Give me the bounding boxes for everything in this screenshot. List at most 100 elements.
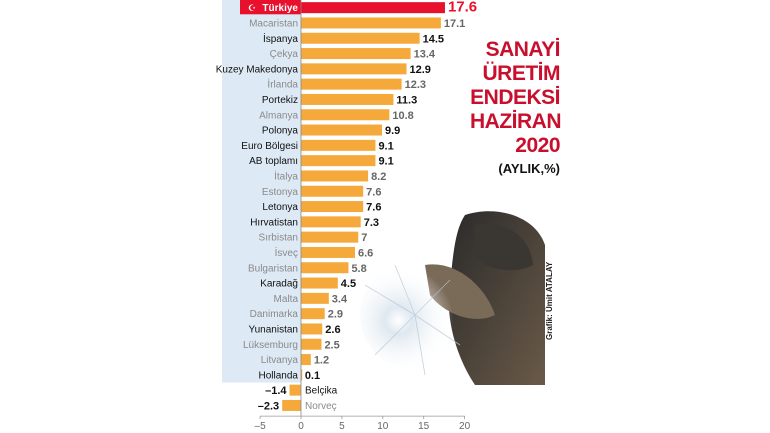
value-label: 12.9 bbox=[410, 64, 431, 76]
category-label: Euro Bölgesi bbox=[241, 141, 298, 152]
category-label: Sırbistan bbox=[259, 233, 298, 244]
bar bbox=[301, 354, 311, 366]
category-label: Estonya bbox=[262, 187, 299, 198]
value-label: 12.3 bbox=[405, 79, 426, 91]
value-label: 2.5 bbox=[324, 339, 339, 351]
x-tick-label: 10 bbox=[377, 421, 389, 432]
value-label: 8.2 bbox=[371, 171, 386, 183]
bar bbox=[301, 63, 407, 75]
value-label: 9.9 bbox=[385, 125, 400, 137]
category-label: Portekiz bbox=[262, 95, 298, 106]
category-label: Çekya bbox=[270, 49, 299, 60]
value-label: 7.3 bbox=[364, 217, 379, 229]
title-line: HAZİRAN bbox=[470, 110, 562, 133]
bar bbox=[301, 277, 338, 289]
bar bbox=[301, 155, 376, 167]
category-label: Norveç bbox=[305, 401, 337, 412]
bar bbox=[301, 32, 420, 44]
category-label: Bulgaristan bbox=[248, 263, 298, 274]
bar bbox=[301, 185, 364, 197]
value-label: 14.5 bbox=[423, 33, 444, 45]
category-label: İrlanda bbox=[267, 78, 298, 91]
bar bbox=[301, 292, 329, 304]
x-tick-label: 5 bbox=[339, 421, 345, 432]
bar bbox=[301, 139, 376, 151]
x-tick-label: 0 bbox=[298, 421, 304, 432]
category-label: Almanya bbox=[259, 110, 298, 121]
value-label: 11.3 bbox=[396, 94, 417, 106]
category-label: Kuzey Makedonya bbox=[216, 64, 299, 75]
bar bbox=[282, 399, 301, 411]
crescent-star-icon: ☪ bbox=[248, 4, 256, 14]
category-label: Belçika bbox=[305, 386, 338, 397]
bar bbox=[301, 170, 369, 182]
value-label: 10.8 bbox=[392, 110, 413, 122]
value-label: 7 bbox=[361, 232, 367, 244]
bar bbox=[289, 384, 301, 396]
x-tick-label: –5 bbox=[255, 421, 267, 432]
bar bbox=[301, 17, 441, 29]
value-label: 2.6 bbox=[325, 324, 340, 336]
value-label: 0.1 bbox=[305, 370, 320, 382]
value-label: 1.2 bbox=[314, 355, 329, 367]
bar bbox=[301, 124, 382, 136]
category-label: İtalya bbox=[274, 169, 298, 182]
bar bbox=[301, 231, 359, 243]
category-label: Macaristan bbox=[249, 18, 298, 29]
category-label: Karadağ bbox=[260, 279, 298, 290]
chart-title: SANAYİ ÜRETİM ENDEKSİ HAZİRAN 2020 (AYLI… bbox=[470, 38, 562, 178]
category-label: Danimarka bbox=[250, 309, 299, 320]
bar bbox=[301, 78, 402, 90]
title-line: ÜRETİM bbox=[482, 62, 561, 85]
highlight-row-bg bbox=[240, 0, 301, 15]
value-label: –2.3 bbox=[258, 400, 279, 412]
bar bbox=[301, 216, 361, 228]
x-tick-label: 15 bbox=[418, 421, 430, 432]
title-line: ENDEKSİ bbox=[470, 86, 560, 109]
bar bbox=[301, 308, 325, 320]
bar bbox=[301, 93, 394, 105]
label-panel bbox=[222, 0, 301, 383]
value-label: 6.6 bbox=[358, 247, 373, 259]
title-line: 2020 bbox=[515, 134, 560, 157]
value-label: 4.5 bbox=[341, 278, 356, 290]
title-line: SANAYİ bbox=[485, 38, 561, 61]
value-label: 7.6 bbox=[366, 186, 381, 198]
category-label: Türkiye bbox=[262, 3, 298, 14]
category-label: Litvanya bbox=[261, 355, 299, 366]
bar bbox=[301, 2, 445, 14]
graphic-credit: Grafik: Ümit ATALAY bbox=[545, 261, 554, 340]
category-label: Polonya bbox=[262, 126, 299, 137]
value-label: 9.1 bbox=[378, 140, 393, 152]
category-label: Hollanda bbox=[259, 370, 299, 381]
chart-subtitle: (AYLIK,%) bbox=[498, 161, 560, 176]
category-label: Lüksemburg bbox=[243, 340, 298, 351]
category-label: Hırvatistan bbox=[250, 217, 298, 228]
category-label: Malta bbox=[274, 294, 299, 305]
category-label: Yunanistan bbox=[249, 324, 299, 335]
bar bbox=[301, 262, 349, 274]
value-label: 5.8 bbox=[351, 263, 366, 275]
category-label: AB toplamı bbox=[249, 156, 298, 167]
bar bbox=[301, 48, 411, 60]
value-label: 17.1 bbox=[444, 18, 465, 30]
welder-photo bbox=[360, 211, 545, 385]
bar bbox=[301, 369, 303, 381]
category-label: Letonya bbox=[262, 202, 298, 213]
value-label: 13.4 bbox=[414, 49, 436, 61]
x-tick-label: 20 bbox=[459, 421, 471, 432]
bar bbox=[301, 246, 355, 258]
value-label: 3.4 bbox=[332, 293, 348, 305]
bar bbox=[301, 323, 323, 335]
value-label: 2.9 bbox=[328, 309, 343, 321]
bar bbox=[301, 338, 322, 350]
category-label: İspanya bbox=[263, 32, 298, 45]
bar bbox=[301, 201, 364, 213]
value-label: –1.4 bbox=[265, 385, 287, 397]
value-label: 9.1 bbox=[378, 156, 393, 168]
bar bbox=[301, 109, 390, 121]
value-label: 7.6 bbox=[366, 202, 381, 214]
value-label: 17.6 bbox=[448, 0, 477, 16]
category-label: İsveç bbox=[275, 246, 298, 259]
